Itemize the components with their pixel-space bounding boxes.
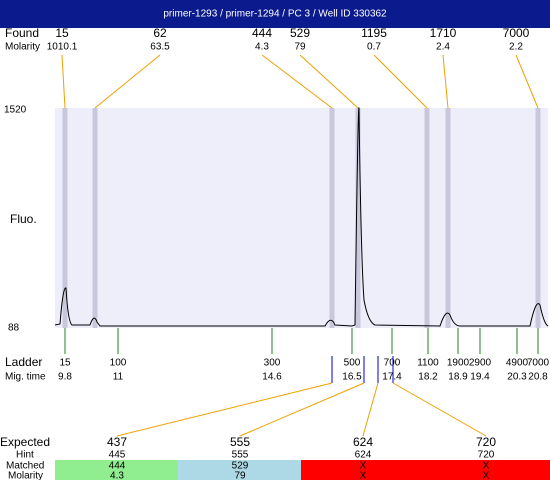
y-min: 88 xyxy=(8,323,20,334)
molarity-label: Molarity xyxy=(5,42,40,53)
ladder-time: 11 xyxy=(113,372,124,383)
trace xyxy=(54,107,549,327)
ladder-time: 9.8 xyxy=(58,372,72,383)
ladder-size: 700 xyxy=(384,358,401,369)
matched: X xyxy=(483,461,490,472)
found-molarity: 63.5 xyxy=(150,42,170,53)
matched: 444 xyxy=(109,461,126,472)
expected-size: 624 xyxy=(353,435,373,449)
ladder-label: Ladder xyxy=(5,355,42,369)
expected-label: Expected xyxy=(0,435,50,449)
peak-band xyxy=(535,108,541,328)
expected-link xyxy=(116,382,333,437)
found-size: 7000 xyxy=(503,26,530,40)
found-label: Found xyxy=(5,26,39,40)
matched-molarity: 79 xyxy=(234,471,246,480)
peak-band xyxy=(329,108,335,328)
plot-area xyxy=(55,108,548,328)
unmatched-bar xyxy=(301,460,550,480)
hint: 624 xyxy=(355,450,372,461)
ladder-time: 20.3 xyxy=(507,372,527,383)
found-molarity: 4.3 xyxy=(255,42,269,53)
matched-molarity: X xyxy=(483,471,490,480)
expected-link xyxy=(239,382,365,437)
found-size: 15 xyxy=(55,26,69,40)
found-molarity: 0.7 xyxy=(367,42,381,53)
hint: 555 xyxy=(232,450,249,461)
found-molarity: 1010.1 xyxy=(47,42,78,53)
peak-band xyxy=(62,108,68,328)
expected-size: 720 xyxy=(476,435,496,449)
ladder-time: 16.5 xyxy=(342,372,362,383)
title-bar xyxy=(0,0,550,28)
peak-link xyxy=(299,54,359,109)
found-size: 1710 xyxy=(430,26,457,40)
ladder-size: 7000 xyxy=(527,358,550,369)
found-size: 1195 xyxy=(361,26,387,40)
peak-link xyxy=(373,54,428,109)
matched-bar xyxy=(55,460,178,480)
found-molarity: 2.4 xyxy=(436,42,450,53)
ladder-size: 500 xyxy=(344,358,361,369)
found-size: 444 xyxy=(252,26,272,40)
ladder-time: 17.4 xyxy=(382,372,402,383)
found-molarity: 2.2 xyxy=(509,42,523,53)
hint-label: Hint xyxy=(16,450,34,461)
expected-link xyxy=(392,382,487,437)
matched: 529 xyxy=(232,461,249,472)
ladder-size: 4900 xyxy=(506,358,529,369)
peak-link xyxy=(261,54,333,109)
peak-link xyxy=(61,54,66,109)
molarity-label-2: Molarity xyxy=(8,471,43,480)
found-size: 62 xyxy=(153,26,167,40)
ladder-size: 100 xyxy=(110,358,127,369)
ladder-time: 19.4 xyxy=(470,372,490,383)
peak-band xyxy=(92,108,98,328)
ladder-time: 18.9 xyxy=(448,372,468,383)
matched-label: Matched xyxy=(6,461,44,472)
ladder-size: 2900 xyxy=(469,358,492,369)
peak-link xyxy=(94,54,161,109)
found-molarity: 79 xyxy=(294,42,306,53)
peak-band xyxy=(445,108,451,328)
expected-link xyxy=(362,382,379,437)
matched-bar xyxy=(178,460,301,480)
ladder-size: 300 xyxy=(264,358,281,369)
mig-label: Mig. time xyxy=(5,372,46,383)
expected-size: 437 xyxy=(107,435,127,449)
ladder-time: 14.6 xyxy=(262,372,282,383)
peak-link xyxy=(515,54,539,109)
hint: 720 xyxy=(478,450,495,461)
ladder-size: 1900 xyxy=(447,358,470,369)
ladder-size: 1100 xyxy=(417,358,439,369)
expected-size: 555 xyxy=(230,435,250,449)
y-label: Fluo. xyxy=(10,212,37,226)
ladder-time: 18.2 xyxy=(418,372,438,383)
matched: X xyxy=(360,461,367,472)
found-size: 529 xyxy=(290,26,310,40)
peak-band xyxy=(355,108,361,328)
matched-molarity: 4.3 xyxy=(110,471,124,480)
peak-band xyxy=(424,108,430,328)
hint: 445 xyxy=(109,450,126,461)
ladder-size: 15 xyxy=(59,358,71,369)
ladder-time: 20.8 xyxy=(528,372,548,383)
y-max: 1520 xyxy=(4,105,27,116)
matched-molarity: X xyxy=(360,471,367,480)
title: primer-1293 / primer-1294 / PC 3 / Well … xyxy=(163,9,387,20)
peak-link xyxy=(442,54,449,109)
